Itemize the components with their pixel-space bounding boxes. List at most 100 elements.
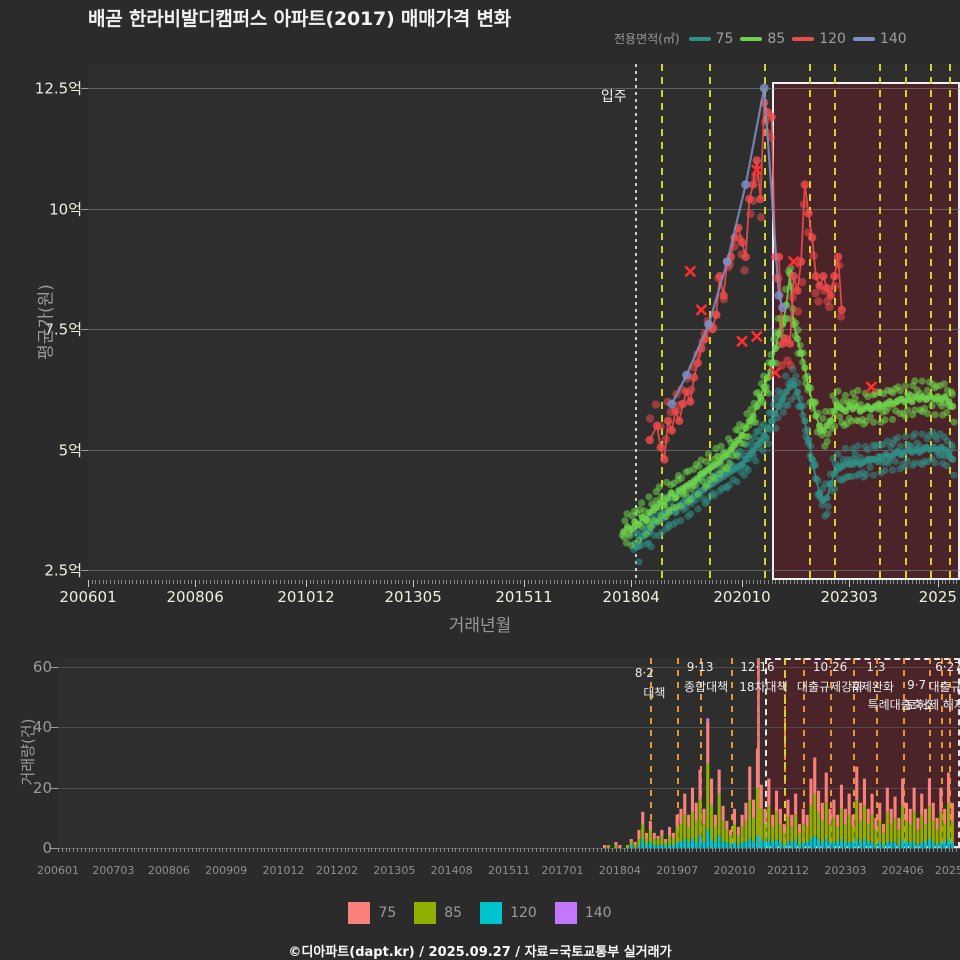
volume-legend-item-75[interactable]: 75 (348, 902, 396, 924)
policy-event-date: 9·13 (686, 660, 714, 674)
volume-y-tick-label: 40 (32, 718, 52, 737)
price-series-140 (667, 83, 788, 409)
volume-bar-segment (721, 820, 725, 842)
volume-bar-segment (782, 832, 786, 845)
volume-bar-segment (740, 814, 744, 827)
volume-bar-segment (759, 784, 763, 809)
volume-bar-segment (752, 799, 756, 818)
volume-bar-segment (771, 826, 775, 842)
volume-bar-segment (652, 839, 656, 845)
volume-bar-chart (603, 718, 954, 848)
legend-swatch-icon (414, 902, 437, 924)
volume-bar-segment (855, 799, 859, 839)
policy-event-line (904, 64, 907, 580)
volume-bar-segment (927, 805, 931, 839)
volume-bar-segment (763, 808, 767, 824)
volume-bar-segment (671, 839, 675, 845)
volume-x-tick-label: 200806 (147, 864, 190, 877)
volume-bar-segment (729, 835, 733, 845)
policy-event-line (660, 64, 663, 580)
volume-y-tick (51, 667, 58, 669)
price-x-tick-label: 201511 (495, 588, 553, 606)
volume-bar-segment (690, 811, 694, 839)
volume-bar-segment (614, 842, 618, 845)
volume-legend-item-85[interactable]: 85 (414, 902, 462, 924)
volume-bar-segment (748, 766, 752, 800)
volume-policy-event-line (852, 658, 855, 848)
volume-x-tick-label: 201804 (598, 864, 641, 877)
volume-bar-segment (687, 814, 691, 827)
policy-event-date: 6·27 (935, 660, 960, 674)
volume-bar-segment (660, 835, 664, 845)
volume-move-in-line (784, 658, 787, 848)
policy-event-date: 1·3 (866, 660, 886, 674)
volume-gridline (58, 727, 960, 729)
volume-bar-segment (943, 842, 947, 848)
policy-event-line (930, 64, 933, 580)
policy-event-line (808, 64, 811, 580)
volume-bar-segment (901, 839, 905, 848)
price-series-85 (618, 264, 958, 549)
price-y-tick-label: 12.5억 (34, 79, 82, 98)
volume-bar-segment (832, 799, 836, 818)
policy-event-label: 대책 (643, 686, 666, 700)
area-legend-item-75[interactable]: 75 (688, 31, 733, 47)
volume-bar-segment (679, 842, 683, 848)
volume-x-tick-label: 20250 (934, 864, 960, 877)
volume-x-tick-label: 201202 (316, 864, 358, 877)
price-x-tick-label: 201012 (277, 588, 335, 606)
volume-bar-segment (725, 829, 729, 842)
volume-bar-segment (908, 808, 912, 824)
volume-bar-segment (698, 799, 702, 836)
page-title: 배곧 한라비발디캠퍼스 아파트(2017) 매매가격 변화 (88, 8, 512, 30)
volume-bar-segment (645, 832, 649, 839)
volume-bar-segment (824, 772, 828, 803)
volume-bar-segment (817, 839, 821, 848)
area-legend-item-120[interactable]: 120 (792, 31, 846, 47)
volume-legend-item-140[interactable]: 140 (554, 902, 612, 924)
volume-y-tick-label: 20 (32, 778, 52, 797)
volume-bar-segment (901, 778, 905, 806)
policy-event-line (764, 64, 767, 580)
volume-bar-segment (839, 784, 843, 809)
volume-x-tick-label: 200703 (92, 864, 135, 877)
volume-bar-segment (847, 814, 851, 842)
volume-bar-segment (778, 808, 782, 824)
volume-bar-segment (939, 842, 943, 848)
volume-bar-segment (763, 842, 767, 848)
volume-bar-segment (897, 829, 901, 845)
volume-policy-event-line (650, 658, 653, 848)
volume-bar-segment (924, 808, 928, 824)
volume-bar-segment (683, 839, 687, 848)
volume-bar-segment (862, 778, 866, 806)
area-legend: 전용면적(㎡) 75 85 120 140 (614, 30, 907, 47)
volume-bar-segment (702, 808, 706, 824)
area-legend-title: 전용면적(㎡) (614, 32, 680, 46)
volume-legend-item-120[interactable]: 120 (480, 902, 537, 924)
volume-bar-segment (778, 842, 782, 848)
area-legend-item-85[interactable]: 85 (740, 31, 785, 47)
volume-bar-segment (698, 835, 702, 848)
volume-bar-segment (885, 842, 889, 848)
volume-bar-segment (778, 823, 782, 842)
volume-bar-segment (801, 842, 805, 848)
volume-y-tick-label: 60 (32, 658, 52, 677)
volume-bar-segment (885, 787, 889, 812)
volume-bar-segment (671, 832, 675, 839)
volume-bar-segment (710, 805, 714, 839)
volume-bar-segment (786, 842, 790, 848)
policy-event-date: 9·7 (907, 678, 927, 692)
volume-bar-segment (641, 839, 645, 848)
volume-bar-segment (732, 842, 736, 848)
area-legend-item-140[interactable]: 140 (852, 31, 907, 47)
volume-bar-segment (870, 793, 874, 815)
legend-line-icon (688, 36, 711, 41)
volume-bar-segment (893, 796, 897, 818)
volume-bar-segment (859, 802, 863, 821)
volume-bar-segment (767, 839, 771, 848)
legend-line-icon (852, 36, 875, 41)
price-x-tick-label: 200806 (166, 588, 224, 606)
volume-bar-segment (752, 817, 756, 842)
volume-bar-segment (920, 842, 924, 848)
volume-bar-segment (843, 823, 847, 842)
